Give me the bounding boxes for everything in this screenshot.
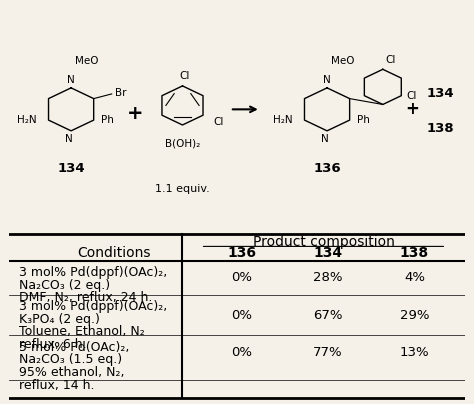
Text: Cl: Cl — [180, 71, 190, 81]
Text: 134: 134 — [313, 246, 343, 260]
Text: H₂N: H₂N — [17, 115, 36, 125]
Text: N: N — [321, 134, 328, 144]
Text: MeO: MeO — [331, 57, 354, 66]
Text: 77%: 77% — [313, 346, 343, 359]
Text: Cl: Cl — [385, 55, 396, 65]
Text: B(OH)₂: B(OH)₂ — [165, 139, 200, 149]
Text: Cl: Cl — [213, 117, 224, 127]
Text: 13%: 13% — [400, 346, 429, 359]
Text: K₃PO₄ (2 eq.): K₃PO₄ (2 eq.) — [18, 313, 100, 326]
Text: 136: 136 — [227, 246, 256, 260]
Text: DMF, N₂, reflux, 24 h.: DMF, N₂, reflux, 24 h. — [18, 291, 152, 304]
Text: 29%: 29% — [400, 309, 429, 322]
Text: 0%: 0% — [231, 271, 252, 284]
Text: Product composition: Product composition — [253, 235, 394, 249]
Text: MeO: MeO — [75, 57, 98, 66]
Text: 134: 134 — [427, 87, 455, 100]
Text: 1.1 equiv.: 1.1 equiv. — [155, 183, 210, 194]
Text: Br: Br — [115, 88, 127, 98]
Text: 4%: 4% — [404, 271, 425, 284]
Text: N: N — [323, 75, 331, 85]
Text: Na₂CO₃ (2 eq.): Na₂CO₃ (2 eq.) — [18, 279, 109, 292]
Text: reflux, 6 h.: reflux, 6 h. — [18, 338, 86, 351]
Text: Cl: Cl — [406, 90, 416, 101]
Text: Ph: Ph — [101, 115, 114, 125]
Text: +: + — [127, 104, 143, 123]
Text: 0%: 0% — [231, 346, 252, 359]
Text: 67%: 67% — [313, 309, 343, 322]
Text: 95% ethanol, N₂,: 95% ethanol, N₂, — [18, 366, 124, 379]
Text: 3 mol% Pd(dppf)(OAc)₂,: 3 mol% Pd(dppf)(OAc)₂, — [18, 300, 167, 313]
Text: H₂N: H₂N — [273, 115, 292, 125]
Text: 134: 134 — [57, 162, 85, 175]
Text: reflux, 14 h.: reflux, 14 h. — [18, 379, 94, 392]
Text: 5 mol% Pd(OAc)₂,: 5 mol% Pd(OAc)₂, — [18, 341, 129, 354]
Text: 138: 138 — [400, 246, 429, 260]
Text: Ph: Ph — [357, 115, 370, 125]
Text: 28%: 28% — [313, 271, 343, 284]
Text: 3 mol% Pd(dppf)(OAc)₂,: 3 mol% Pd(dppf)(OAc)₂, — [18, 266, 167, 279]
Text: 136: 136 — [313, 162, 341, 175]
Text: +: + — [405, 100, 419, 118]
Text: 138: 138 — [427, 122, 455, 135]
Text: Conditions: Conditions — [78, 246, 151, 260]
Text: N: N — [65, 134, 73, 144]
Text: Toluene, Ethanol, N₂: Toluene, Ethanol, N₂ — [18, 325, 144, 338]
Text: 0%: 0% — [231, 309, 252, 322]
Text: N: N — [67, 75, 75, 85]
Text: Na₂CO₃ (1.5 eq.): Na₂CO₃ (1.5 eq.) — [18, 353, 122, 366]
